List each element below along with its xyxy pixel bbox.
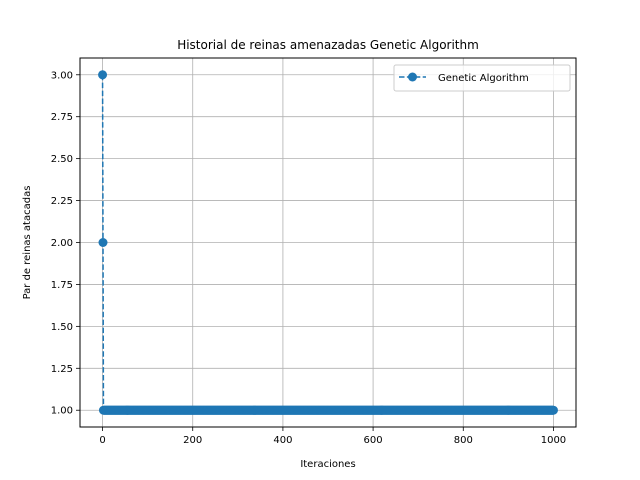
series-line — [101, 74, 554, 411]
y-tick-label: 3.00 — [51, 70, 73, 81]
chart-title: Historial de reinas amenazadas Genetic A… — [177, 38, 479, 52]
x-tick-label: 1000 — [541, 435, 566, 446]
data-point — [98, 238, 108, 247]
y-axis-ticks: 1.00 1.25 1.50 1.75 2.00 2.25 2.50 2.75 3.00 — [51, 70, 80, 417]
data-point — [548, 405, 558, 415]
y-tick-label: 1.00 — [51, 406, 73, 417]
y-axis-label: Par de reinas atacadas — [22, 186, 33, 300]
y-tick-label: 2.25 — [51, 196, 73, 207]
y-tick-label: 2.50 — [51, 154, 73, 165]
series-genetic-algorithm — [98, 70, 558, 415]
y-tick-label: 2.75 — [51, 112, 73, 123]
legend-label: Genetic Algorithm — [438, 73, 529, 84]
legend: Genetic Algorithm — [393, 64, 571, 92]
x-axis-ticks: 0 200 400 600 800 1000 — [99, 427, 566, 446]
x-tick-label: 400 — [273, 435, 292, 446]
y-tick-label: 1.75 — [51, 280, 73, 291]
x-tick-label: 800 — [454, 435, 473, 446]
x-tick-label: 600 — [364, 435, 383, 446]
x-tick-label: 200 — [183, 435, 202, 446]
y-tick-label: 1.50 — [51, 322, 73, 333]
legend-marker — [408, 72, 417, 82]
x-tick-label: 0 — [99, 435, 105, 446]
y-tick-label: 2.00 — [51, 238, 73, 249]
legend-box — [393, 64, 571, 92]
x-axis-label: Iteraciones — [300, 459, 355, 470]
grid-lines — [80, 58, 576, 427]
y-tick-label: 1.25 — [51, 364, 73, 375]
data-point — [98, 70, 108, 80]
